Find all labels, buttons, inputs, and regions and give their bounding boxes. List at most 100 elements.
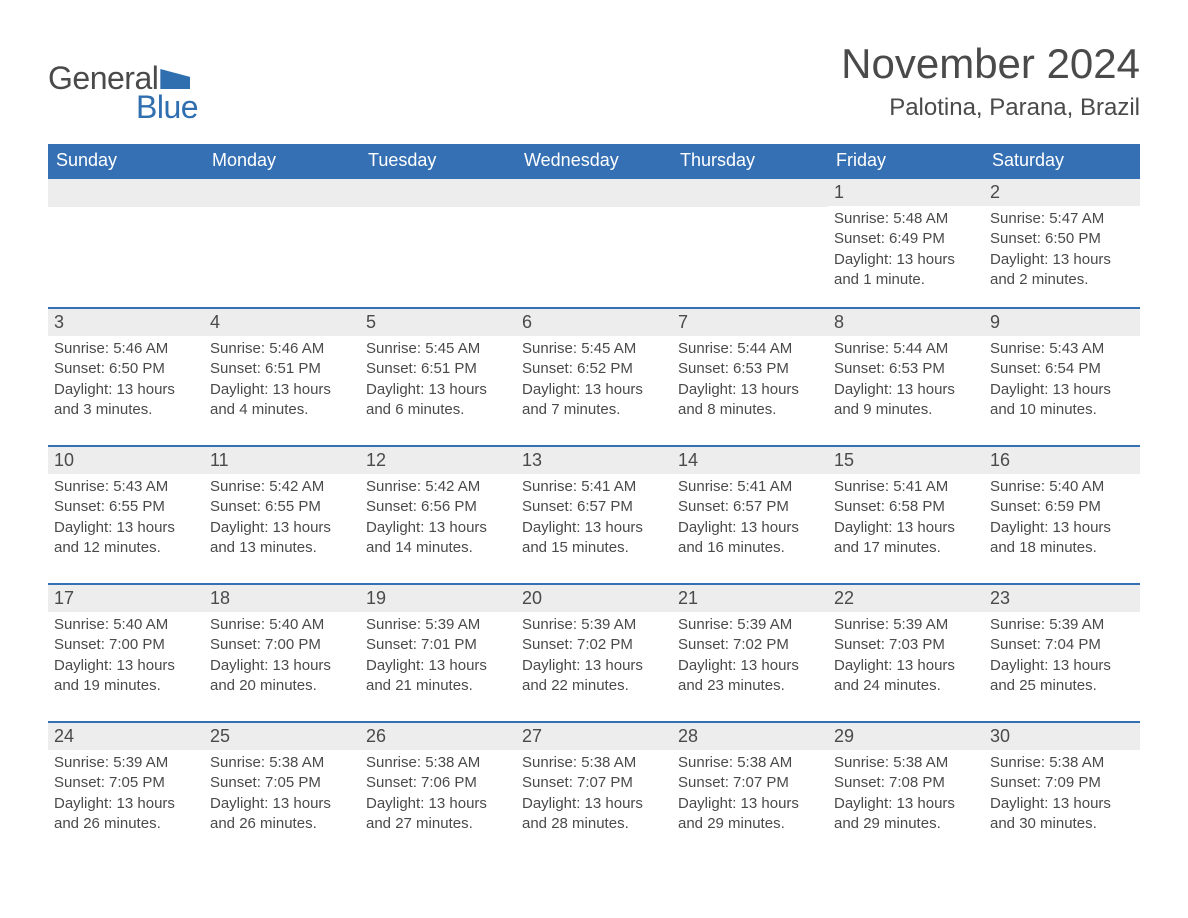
day-number: 19 <box>360 583 516 612</box>
sunrise-text: Sunrise: 5:43 AM <box>54 477 198 497</box>
weekday-header: Thursday <box>672 144 828 177</box>
calendar-cell: 26Sunrise: 5:38 AMSunset: 7:06 PMDayligh… <box>360 721 516 859</box>
day-details: Sunrise: 5:41 AMSunset: 6:57 PMDaylight:… <box>672 474 828 564</box>
calendar-cell: 23Sunrise: 5:39 AMSunset: 7:04 PMDayligh… <box>984 583 1140 721</box>
daylight-text: Daylight: 13 hours and 20 minutes. <box>210 656 354 697</box>
daylight-text: Daylight: 13 hours and 26 minutes. <box>210 794 354 835</box>
day-details: Sunrise: 5:38 AMSunset: 7:05 PMDaylight:… <box>204 750 360 840</box>
daylight-text: Daylight: 13 hours and 22 minutes. <box>522 656 666 697</box>
sunrise-text: Sunrise: 5:42 AM <box>366 477 510 497</box>
sunset-text: Sunset: 7:07 PM <box>522 773 666 793</box>
day-details: Sunrise: 5:46 AMSunset: 6:50 PMDaylight:… <box>48 336 204 426</box>
sunset-text: Sunset: 6:53 PM <box>834 359 978 379</box>
sunrise-text: Sunrise: 5:38 AM <box>990 753 1134 773</box>
sunset-text: Sunset: 6:49 PM <box>834 229 978 249</box>
calendar-cell: 25Sunrise: 5:38 AMSunset: 7:05 PMDayligh… <box>204 721 360 859</box>
day-number: 26 <box>360 721 516 750</box>
sunrise-text: Sunrise: 5:39 AM <box>834 615 978 635</box>
calendar-week-row: 1Sunrise: 5:48 AMSunset: 6:49 PMDaylight… <box>48 177 1140 307</box>
sunset-text: Sunset: 6:58 PM <box>834 497 978 517</box>
daylight-text: Daylight: 13 hours and 10 minutes. <box>990 380 1134 421</box>
sunrise-text: Sunrise: 5:41 AM <box>678 477 822 497</box>
sunrise-text: Sunrise: 5:38 AM <box>522 753 666 773</box>
day-details: Sunrise: 5:43 AMSunset: 6:55 PMDaylight:… <box>48 474 204 564</box>
daylight-text: Daylight: 13 hours and 26 minutes. <box>54 794 198 835</box>
day-details: Sunrise: 5:40 AMSunset: 7:00 PMDaylight:… <box>48 612 204 702</box>
sunset-text: Sunset: 6:50 PM <box>54 359 198 379</box>
calendar-cell: 3Sunrise: 5:46 AMSunset: 6:50 PMDaylight… <box>48 307 204 445</box>
daylight-text: Daylight: 13 hours and 12 minutes. <box>54 518 198 559</box>
day-number: 11 <box>204 445 360 474</box>
day-details: Sunrise: 5:47 AMSunset: 6:50 PMDaylight:… <box>984 206 1140 296</box>
daylight-text: Daylight: 13 hours and 30 minutes. <box>990 794 1134 835</box>
day-number: 1 <box>828 177 984 206</box>
sunset-text: Sunset: 6:51 PM <box>366 359 510 379</box>
calendar-cell: 19Sunrise: 5:39 AMSunset: 7:01 PMDayligh… <box>360 583 516 721</box>
day-details: Sunrise: 5:44 AMSunset: 6:53 PMDaylight:… <box>672 336 828 426</box>
day-details: Sunrise: 5:39 AMSunset: 7:05 PMDaylight:… <box>48 750 204 840</box>
flag-icon <box>160 69 190 89</box>
day-details: Sunrise: 5:38 AMSunset: 7:08 PMDaylight:… <box>828 750 984 840</box>
day-number: 27 <box>516 721 672 750</box>
daylight-text: Daylight: 13 hours and 18 minutes. <box>990 518 1134 559</box>
sunset-text: Sunset: 6:59 PM <box>990 497 1134 517</box>
sunset-text: Sunset: 7:08 PM <box>834 773 978 793</box>
calendar-cell: 12Sunrise: 5:42 AMSunset: 6:56 PMDayligh… <box>360 445 516 583</box>
day-details: Sunrise: 5:39 AMSunset: 7:04 PMDaylight:… <box>984 612 1140 702</box>
calendar-table: Sunday Monday Tuesday Wednesday Thursday… <box>48 144 1140 859</box>
day-number: 6 <box>516 307 672 336</box>
weekday-header: Friday <box>828 144 984 177</box>
daylight-text: Daylight: 13 hours and 29 minutes. <box>834 794 978 835</box>
day-details: Sunrise: 5:38 AMSunset: 7:07 PMDaylight:… <box>516 750 672 840</box>
day-number: 2 <box>984 177 1140 206</box>
calendar-cell: 17Sunrise: 5:40 AMSunset: 7:00 PMDayligh… <box>48 583 204 721</box>
calendar-week-row: 24Sunrise: 5:39 AMSunset: 7:05 PMDayligh… <box>48 721 1140 859</box>
day-number: 7 <box>672 307 828 336</box>
calendar-cell <box>48 177 204 307</box>
calendar-cell: 16Sunrise: 5:40 AMSunset: 6:59 PMDayligh… <box>984 445 1140 583</box>
sunset-text: Sunset: 7:01 PM <box>366 635 510 655</box>
calendar-week-row: 10Sunrise: 5:43 AMSunset: 6:55 PMDayligh… <box>48 445 1140 583</box>
sunset-text: Sunset: 7:02 PM <box>678 635 822 655</box>
day-number: 17 <box>48 583 204 612</box>
calendar-cell: 6Sunrise: 5:45 AMSunset: 6:52 PMDaylight… <box>516 307 672 445</box>
day-number: 10 <box>48 445 204 474</box>
sunset-text: Sunset: 7:00 PM <box>210 635 354 655</box>
calendar-cell: 5Sunrise: 5:45 AMSunset: 6:51 PMDaylight… <box>360 307 516 445</box>
sunrise-text: Sunrise: 5:44 AM <box>678 339 822 359</box>
day-details: Sunrise: 5:39 AMSunset: 7:03 PMDaylight:… <box>828 612 984 702</box>
day-number: 20 <box>516 583 672 612</box>
day-number: 14 <box>672 445 828 474</box>
day-details: Sunrise: 5:39 AMSunset: 7:02 PMDaylight:… <box>672 612 828 702</box>
sunset-text: Sunset: 7:04 PM <box>990 635 1134 655</box>
day-number: 21 <box>672 583 828 612</box>
day-number: 4 <box>204 307 360 336</box>
daylight-text: Daylight: 13 hours and 13 minutes. <box>210 518 354 559</box>
daylight-text: Daylight: 13 hours and 19 minutes. <box>54 656 198 697</box>
sunrise-text: Sunrise: 5:38 AM <box>678 753 822 773</box>
day-details: Sunrise: 5:48 AMSunset: 6:49 PMDaylight:… <box>828 206 984 296</box>
sunrise-text: Sunrise: 5:40 AM <box>54 615 198 635</box>
daylight-text: Daylight: 13 hours and 16 minutes. <box>678 518 822 559</box>
calendar-cell: 10Sunrise: 5:43 AMSunset: 6:55 PMDayligh… <box>48 445 204 583</box>
day-details: Sunrise: 5:41 AMSunset: 6:58 PMDaylight:… <box>828 474 984 564</box>
calendar-cell: 1Sunrise: 5:48 AMSunset: 6:49 PMDaylight… <box>828 177 984 307</box>
sunrise-text: Sunrise: 5:39 AM <box>522 615 666 635</box>
calendar-cell: 13Sunrise: 5:41 AMSunset: 6:57 PMDayligh… <box>516 445 672 583</box>
calendar-cell: 28Sunrise: 5:38 AMSunset: 7:07 PMDayligh… <box>672 721 828 859</box>
calendar-week-row: 3Sunrise: 5:46 AMSunset: 6:50 PMDaylight… <box>48 307 1140 445</box>
sunset-text: Sunset: 6:50 PM <box>990 229 1134 249</box>
day-number: 8 <box>828 307 984 336</box>
sunset-text: Sunset: 6:57 PM <box>522 497 666 517</box>
calendar-cell <box>204 177 360 307</box>
sunrise-text: Sunrise: 5:40 AM <box>210 615 354 635</box>
day-details: Sunrise: 5:41 AMSunset: 6:57 PMDaylight:… <box>516 474 672 564</box>
weekday-header: Tuesday <box>360 144 516 177</box>
day-details: Sunrise: 5:42 AMSunset: 6:55 PMDaylight:… <box>204 474 360 564</box>
day-number: 15 <box>828 445 984 474</box>
calendar-cell: 27Sunrise: 5:38 AMSunset: 7:07 PMDayligh… <box>516 721 672 859</box>
daylight-text: Daylight: 13 hours and 1 minute. <box>834 250 978 291</box>
day-details: Sunrise: 5:43 AMSunset: 6:54 PMDaylight:… <box>984 336 1140 426</box>
daylight-text: Daylight: 13 hours and 15 minutes. <box>522 518 666 559</box>
calendar-cell: 15Sunrise: 5:41 AMSunset: 6:58 PMDayligh… <box>828 445 984 583</box>
